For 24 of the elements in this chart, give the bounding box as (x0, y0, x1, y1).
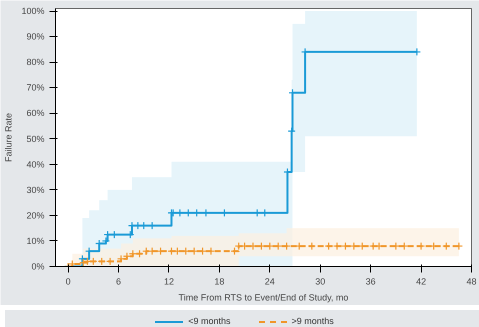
y-tick-label: 60% (26, 108, 44, 118)
y-tick-label: 40% (26, 159, 44, 170)
y-tick-label: 20% (26, 210, 44, 220)
y-tick-label: 100% (21, 6, 45, 16)
x-tick-label: 0 (66, 276, 71, 286)
legend-label: <9 months (188, 315, 230, 327)
y-tick-label: 80% (26, 57, 44, 68)
x-axis-title: Time From RTS to Event/End of Study, mo (178, 292, 348, 302)
y-tick-label: 50% (26, 134, 44, 144)
x-tick-label: 48 (466, 276, 477, 286)
x-tick-label: 30 (315, 276, 326, 286)
x-tick-label: 24 (264, 276, 275, 286)
y-tick-label: 90% (26, 32, 44, 42)
legend-label: >9 months (292, 315, 334, 327)
x-tick-label: 36 (366, 276, 376, 286)
y-axis-title: Failure Rate (3, 112, 14, 162)
x-tick-label: 6 (116, 276, 122, 286)
x-tick-label: 42 (416, 276, 426, 286)
y-tick-label: 70% (26, 82, 44, 93)
x-tick-label: 12 (164, 276, 174, 286)
y-tick-label: 0% (31, 262, 45, 272)
y-tick-label: 10% (26, 236, 44, 246)
x-tick-label: 18 (214, 276, 224, 286)
y-tick-label: 30% (26, 184, 44, 195)
